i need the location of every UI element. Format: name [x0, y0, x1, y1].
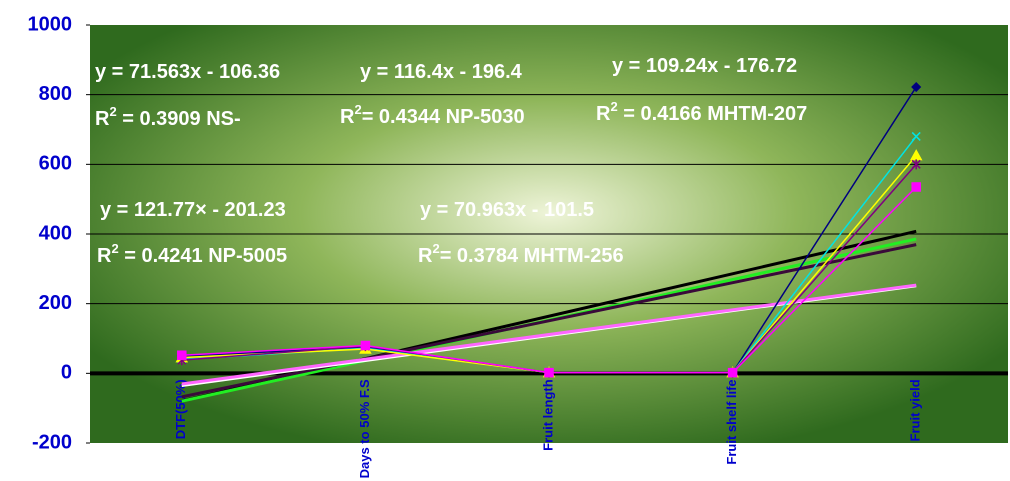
trend-equation: y = 71.563x - 106.36	[95, 61, 280, 83]
x-tick-label: Fruit shelf life	[724, 379, 739, 464]
y-tick-label: -200	[32, 431, 72, 453]
r2-sup: 2	[109, 104, 116, 119]
x-tick-label: Fruit yield	[908, 379, 923, 441]
r-squared: R2= 0.4344 NP-5030	[340, 102, 525, 128]
marker	[911, 81, 922, 93]
r2-text: = 0.3784 MHTM-256	[440, 245, 624, 267]
marker	[727, 367, 738, 378]
marker	[911, 159, 921, 170]
r-squared: R2= 0.3784 MHTM-256	[418, 241, 624, 267]
r2-sup: 2	[610, 99, 617, 114]
r-squared: R2 = 0.3909 NS-	[95, 104, 241, 130]
r2-base: R	[418, 245, 433, 267]
r2-base: R	[95, 108, 110, 130]
x-tick-label: Fruit length	[540, 379, 555, 451]
r-squared: R2 = 0.4166 MHTM-207	[596, 99, 807, 125]
r2-sup: 2	[111, 241, 118, 256]
r2-text: = 0.4241 NP-5005	[119, 245, 287, 267]
r2-text: = 0.4166 MHTM-207	[618, 103, 808, 125]
x-tick-label: DTF(50%)	[173, 379, 188, 439]
trend-equation: y = 109.24x - 176.72	[612, 55, 797, 77]
trendline	[181, 243, 917, 399]
y-tick-label: 1000	[28, 13, 73, 35]
y-tick-label: 600	[39, 153, 72, 175]
marker	[544, 367, 554, 378]
r-squared: R2 = 0.4241 NP-5005	[97, 241, 287, 267]
r2-base: R	[340, 106, 355, 128]
r2-sup: 2	[432, 241, 439, 256]
x-tick-label: Days to 50% F.S	[357, 379, 372, 478]
r2-base: R	[97, 245, 112, 267]
r2-sup: 2	[354, 102, 361, 117]
y-tick-label: 0	[61, 362, 72, 384]
trendline	[181, 283, 917, 386]
trend-equation: y = 116.4x - 196.4	[360, 61, 523, 83]
r2-text: = 0.4344 NP-5030	[362, 106, 525, 128]
r2-text: = 0.3909 NS-	[117, 108, 241, 130]
y-tick-label: 800	[39, 83, 72, 105]
marker	[911, 182, 921, 192]
y-tick-label: 200	[39, 292, 72, 314]
r2-base: R	[596, 103, 611, 125]
marker	[360, 340, 371, 351]
y-tick-label: 400	[39, 222, 72, 244]
trend-equation: y = 121.77× - 201.23	[100, 199, 286, 221]
trend-equation: y = 70.963x - 101.5	[420, 199, 594, 221]
marker	[911, 131, 921, 141]
marker	[177, 350, 187, 360]
